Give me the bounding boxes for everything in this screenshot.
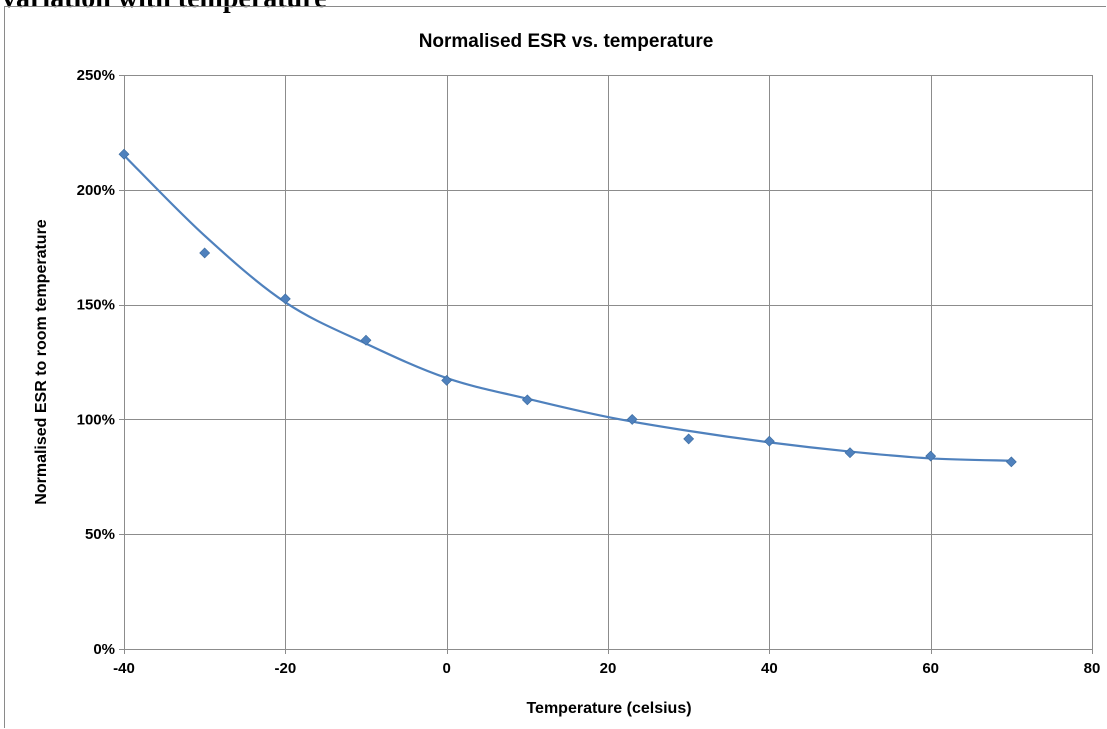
tick-labels: 0% 50% 100% 150% 200% 250% -40 -20 0 20 40 60 80 <box>77 67 1101 677</box>
y-tick-label: 200% <box>77 182 115 199</box>
y-tick-label: 150% <box>77 297 115 314</box>
x-tick-label: 20 <box>600 660 617 677</box>
chart-title: Normalised ESR vs. temperature <box>419 31 714 52</box>
data-point <box>925 450 937 462</box>
y-tick-label: 50% <box>85 526 115 543</box>
trendline <box>123 154 1012 462</box>
data-point <box>360 334 372 346</box>
data-point <box>844 447 856 459</box>
data-point <box>441 374 453 386</box>
x-tick-label: 0 <box>442 660 450 677</box>
y-axis-title: Normalised ESR to room temperature <box>33 219 50 505</box>
chart-frame <box>4 6 1106 728</box>
data-point <box>626 413 638 425</box>
data-point <box>763 435 775 447</box>
data-point <box>1005 456 1017 468</box>
y-tick-label: 0% <box>93 641 115 658</box>
y-tick-label: 100% <box>77 411 115 428</box>
x-axis-title: Temperature (celsius) <box>526 700 691 717</box>
data-point <box>118 148 130 160</box>
y-tick-label: 250% <box>77 67 115 84</box>
data-point <box>279 293 291 305</box>
data-point <box>199 247 211 259</box>
data-markers <box>118 148 1017 468</box>
grid <box>124 75 1093 650</box>
trendline-layer <box>123 154 1012 462</box>
x-tick-label: 40 <box>761 660 778 677</box>
x-tick-label: 80 <box>1084 660 1101 677</box>
data-point <box>521 394 533 406</box>
x-tick-label: -20 <box>274 660 296 677</box>
x-tick-label: -40 <box>113 660 135 677</box>
axes <box>119 75 1093 654</box>
x-tick-label: 60 <box>922 660 939 677</box>
section-heading: variation with temperature <box>2 0 327 15</box>
data-point <box>683 433 695 445</box>
